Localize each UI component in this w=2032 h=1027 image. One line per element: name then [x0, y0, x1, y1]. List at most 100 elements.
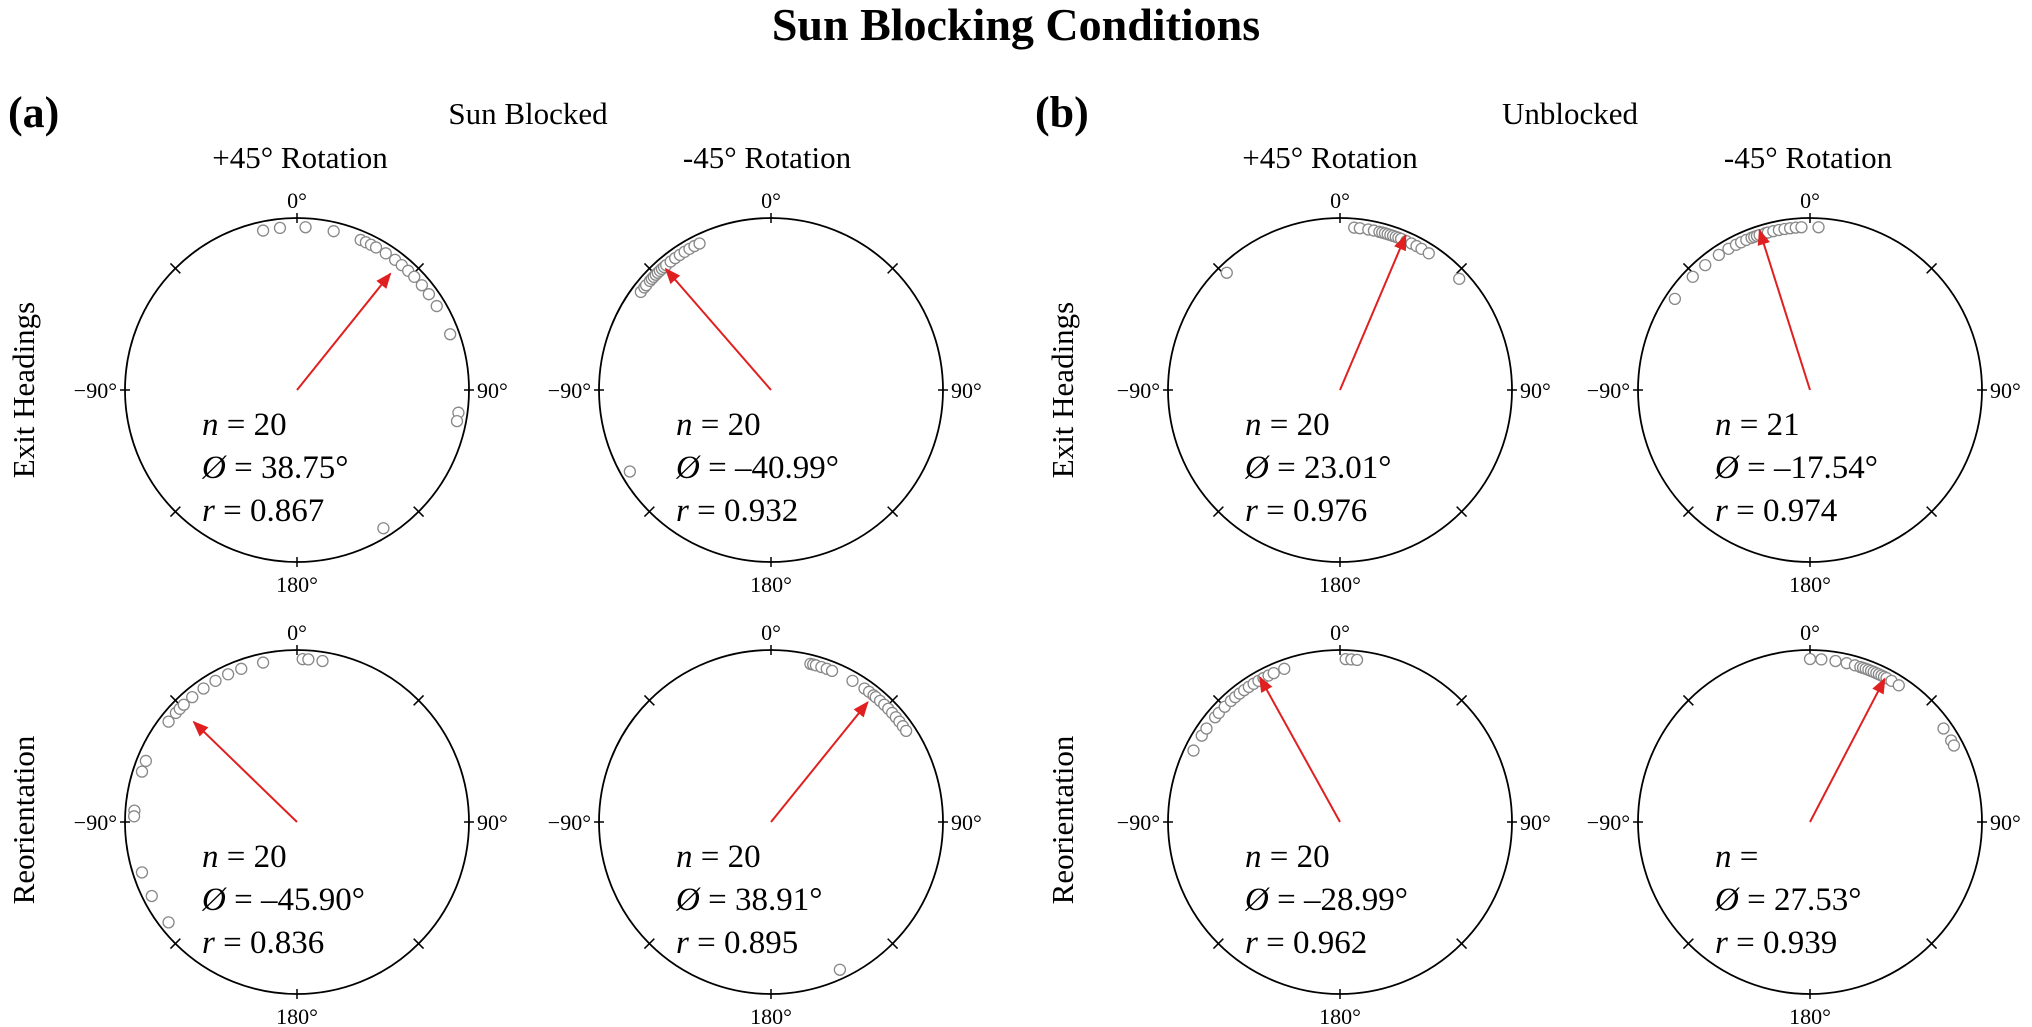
heading-point [1937, 722, 1950, 735]
heading-point [1668, 292, 1682, 306]
stat-n: n = 20 [1245, 839, 1330, 875]
stat-r: r = 0.895 [676, 925, 798, 961]
tick-mark [1682, 938, 1694, 950]
heading-point [145, 889, 158, 903]
column-label-b-plus45: +45° Rotation [1242, 140, 1418, 175]
heading-point [1350, 653, 1364, 667]
mean-vector-arrow [1258, 675, 1341, 823]
heading-point [377, 522, 390, 535]
angle-label-90: 90° [1990, 378, 2021, 403]
polar-plot-7: 0° 90° 180° −90° n = 20 Ø = –28.99° r = 0.962 [1117, 620, 1551, 1027]
angle-label-180: 180° [276, 1004, 318, 1027]
tick-mark [1926, 262, 1938, 274]
stat-r: r = 0.974 [1715, 493, 1837, 529]
heading-point [369, 241, 383, 254]
tick-mark [1926, 938, 1938, 950]
heading-point [135, 866, 149, 879]
angle-label-180: 180° [750, 1004, 792, 1027]
group-label-sun-blocked: Sun Blocked [448, 96, 608, 131]
tick-mark [1456, 506, 1468, 518]
angle-label-180: 180° [750, 572, 792, 597]
stat-n: n = 20 [1245, 407, 1330, 443]
heading-point [327, 225, 340, 238]
row-label-b-exit-headings: Exit Headings [1045, 302, 1080, 479]
tick-mark [169, 506, 181, 518]
heading-point [1712, 248, 1726, 262]
heading-point [162, 916, 175, 929]
heading-point [825, 664, 839, 678]
polar-plot-6: 0° 90° 180° −90° n = 20 Ø = 38.91° r = 0.895 [548, 620, 982, 1027]
tick-mark [887, 506, 899, 518]
angle-label-90: 90° [951, 810, 982, 835]
polar-plots: 0°90°180°−90°n = 20Ø = 38.75°r = 0.8670°… [74, 188, 2021, 1027]
heading-point [221, 668, 235, 681]
stat-n: n = 20 [676, 839, 761, 875]
heading-point [316, 654, 329, 668]
stat-r: r = 0.939 [1715, 925, 1837, 961]
stat-r: r = 0.976 [1245, 493, 1367, 529]
angle-label-180: 180° [1789, 1004, 1831, 1027]
heading-point [1699, 258, 1712, 272]
row-label-b-reorientation: Reorientation [1045, 735, 1080, 904]
row-label-a-exit-headings: Exit Headings [6, 302, 41, 479]
tick-mark [1212, 938, 1224, 950]
heading-point [1812, 221, 1825, 234]
heading-point [1422, 247, 1435, 260]
polar-plot-8: 0° 90° 180° −90° n = Ø = 27.53° r = 0.939 [1587, 620, 2021, 1027]
column-label-b-minus45: -45° Rotation [1724, 140, 1893, 175]
mean-vector-arrow [1757, 228, 1811, 391]
stat-n: n = 20 [676, 407, 761, 443]
angle-label-180: 180° [1319, 572, 1361, 597]
tick-mark [169, 262, 181, 274]
heading-point [1892, 679, 1905, 692]
heading-point [379, 247, 392, 260]
panel-label-b: (b) [1035, 88, 1089, 137]
angle-label-minus-90: −90° [74, 378, 117, 403]
tick-mark [643, 506, 655, 518]
tick-mark [643, 694, 655, 706]
angle-label-0: 0° [287, 188, 307, 213]
angle-label-90: 90° [477, 378, 508, 403]
mean-vector-arrow [296, 272, 392, 391]
heading-point [1829, 654, 1842, 668]
heading-point [256, 224, 270, 237]
tick-mark [413, 938, 425, 950]
angle-label-minus-90: −90° [1587, 810, 1630, 835]
figure-title: Sun Blocking Conditions [772, 0, 1260, 50]
polar-plot-5: 0° 90° 180° −90° n = 20 Ø = –45.90° r = 0.836 [74, 620, 508, 1027]
polar-plot-2: 0° 90° 180° −90° n = 20 Ø = –40.99° r = 0.932 [548, 188, 982, 597]
stat-n: n = 20 [202, 407, 287, 443]
tick-mark [1456, 938, 1468, 950]
heading-point [1947, 739, 1961, 752]
heading-point [833, 963, 847, 976]
mean-vector-arrow [192, 720, 298, 823]
stat-r: r = 0.867 [202, 493, 324, 529]
heading-point [135, 765, 149, 778]
stat-mean-angle: Ø = –40.99° [675, 450, 839, 486]
angle-label-0: 0° [1330, 620, 1350, 645]
angle-label-0: 0° [761, 188, 781, 213]
tick-mark [1682, 506, 1694, 518]
angle-label-180: 180° [1789, 572, 1831, 597]
angle-label-minus-90: −90° [548, 810, 591, 835]
stat-r: r = 0.962 [1245, 925, 1367, 961]
tick-mark [1212, 506, 1224, 518]
heading-point [139, 754, 153, 768]
angle-label-minus-90: −90° [1117, 378, 1160, 403]
heading-point [408, 270, 421, 283]
angle-label-90: 90° [1990, 810, 2021, 835]
heading-point [1267, 666, 1280, 680]
heading-point [415, 279, 429, 292]
angle-label-90: 90° [477, 810, 508, 835]
mean-vector-arrow [1809, 677, 1886, 823]
angle-label-180: 180° [1319, 1004, 1361, 1027]
mean-vector-arrow [1339, 234, 1407, 391]
heading-point [273, 221, 287, 235]
row-label-a-reorientation: Reorientation [6, 735, 41, 904]
angle-label-0: 0° [287, 620, 307, 645]
stat-mean-angle: Ø = 27.53° [1714, 882, 1861, 918]
heading-point [1815, 653, 1828, 666]
stat-mean-angle: Ø = 38.91° [675, 882, 822, 918]
stat-r: r = 0.932 [676, 493, 798, 529]
